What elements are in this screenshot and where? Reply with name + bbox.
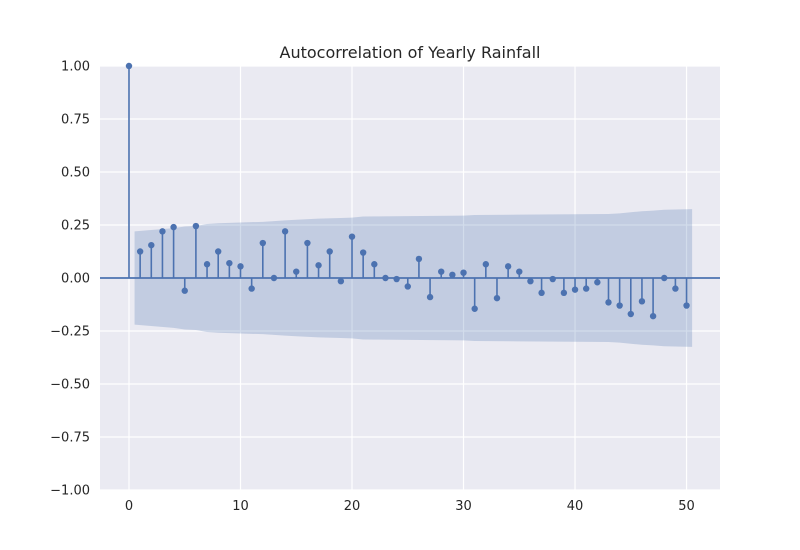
marker-lag-9: [226, 259, 233, 267]
marker-lag-15: [293, 268, 300, 275]
marker-lag-27: [426, 293, 434, 301]
x-tick-label-3: 30: [455, 499, 472, 514]
marker-lag-37: [538, 289, 545, 297]
acf-markers: [125, 62, 690, 320]
y-tick-label-2: −0.50: [50, 378, 90, 393]
marker-lag-26: [415, 255, 423, 263]
marker-lag-6: [192, 222, 200, 230]
marker-lag-43: [605, 299, 612, 306]
marker-lag-35: [516, 268, 523, 275]
y-tick-label-7: 0.75: [61, 113, 90, 128]
marker-lag-29: [449, 271, 456, 279]
marker-lag-47: [649, 312, 657, 320]
x-axis-ticks: 0 10 20 30 40 50: [125, 499, 695, 514]
marker-lag-24: [393, 275, 400, 283]
marker-lag-19: [337, 277, 345, 285]
marker-lag-17: [315, 262, 322, 269]
marker-lag-28: [438, 268, 445, 275]
y-tick-label-3: −0.25: [50, 325, 90, 340]
marker-lag-48: [661, 274, 668, 282]
chart-title: Autocorrelation of Yearly Rainfall: [280, 43, 541, 62]
marker-lag-40: [571, 286, 579, 293]
marker-lag-44: [616, 302, 623, 309]
marker-lag-0: [125, 62, 133, 70]
marker-lag-12: [259, 239, 267, 247]
marker-lag-4: [170, 223, 177, 231]
y-tick-label-5: 0.25: [61, 219, 90, 234]
marker-lag-42: [594, 279, 601, 286]
marker-lag-49: [672, 285, 679, 292]
marker-lag-34: [504, 263, 512, 270]
marker-lag-30: [460, 269, 467, 276]
marker-lag-39: [560, 289, 568, 297]
marker-lag-20: [348, 233, 356, 240]
marker-lag-3: [159, 228, 166, 235]
marker-lag-21: [359, 249, 367, 256]
marker-lag-32: [482, 261, 490, 268]
marker-lag-2: [148, 241, 155, 249]
marker-lag-50: [683, 302, 690, 309]
x-tick-label-1: 10: [232, 499, 249, 514]
marker-lag-31: [471, 305, 478, 312]
y-tick-label-6: 0.50: [61, 166, 90, 181]
marker-lag-41: [582, 285, 590, 292]
marker-lag-25: [404, 283, 411, 290]
marker-lag-8: [215, 248, 222, 255]
marker-lag-1: [136, 248, 144, 255]
x-tick-label-5: 50: [678, 499, 695, 514]
marker-lag-7: [203, 261, 211, 268]
marker-lag-36: [527, 277, 534, 285]
marker-lag-11: [248, 285, 255, 292]
marker-lag-23: [382, 274, 389, 282]
marker-lag-45: [627, 310, 634, 318]
marker-lag-5: [181, 287, 188, 294]
marker-lag-18: [326, 248, 333, 255]
x-tick-label-0: 0: [125, 499, 133, 514]
acf-stems: [128, 66, 688, 317]
x-tick-label-2: 20: [344, 499, 361, 514]
marker-lag-14: [281, 228, 289, 235]
y-tick-label-4: 0.00: [61, 272, 90, 287]
marker-lag-13: [270, 274, 278, 282]
y-axis-ticks: −1.00 −0.75 −0.50 −0.25 0.00 0.25 0.50 0.75 1.00: [50, 60, 90, 499]
y-tick-label-1: −0.75: [50, 431, 90, 446]
marker-lag-22: [371, 261, 378, 268]
y-tick-label-0: −1.00: [50, 484, 90, 499]
marker-lag-10: [237, 263, 244, 270]
x-tick-label-4: 40: [567, 499, 584, 514]
marker-lag-38: [549, 275, 556, 283]
y-tick-label-8: 1.00: [61, 60, 90, 75]
marker-lag-33: [493, 294, 501, 302]
marker-lag-16: [304, 239, 311, 247]
marker-lag-46: [638, 298, 646, 305]
